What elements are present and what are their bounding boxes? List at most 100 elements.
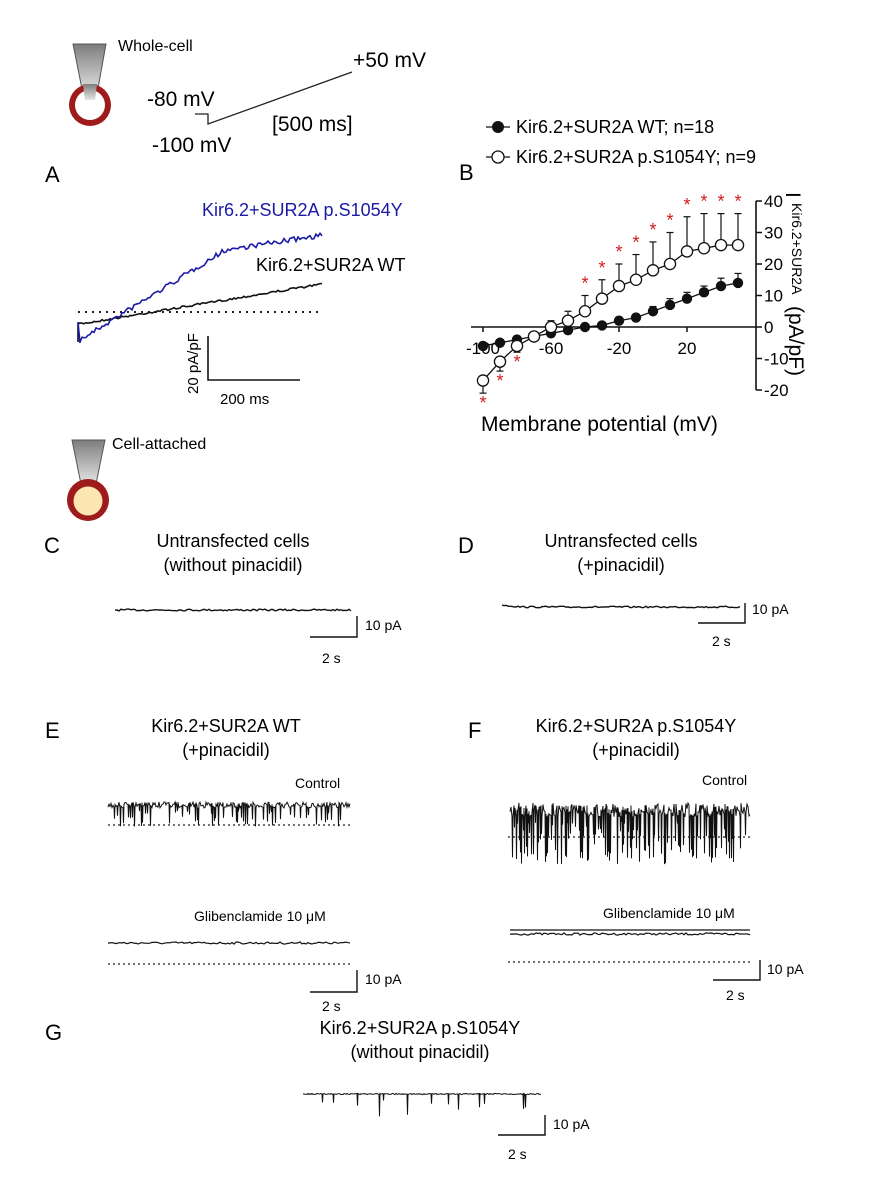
panel-f-scale-x: 2 s	[726, 987, 745, 1003]
significance-star: *	[598, 258, 605, 278]
protocol-v-hold: -80 mV	[147, 88, 215, 111]
panel-c-title: Untransfected cells	[156, 531, 309, 551]
y-tick-label: -20	[764, 381, 789, 400]
panel-g-scale-y: 10 pA	[553, 1116, 590, 1132]
data-point-wt	[596, 320, 608, 331]
y-tick-label: 40	[764, 192, 783, 211]
legend-marker-mut	[491, 150, 505, 164]
panel-c-letter: C	[44, 533, 60, 558]
series-line-wt	[482, 282, 739, 347]
whole-cell-icon	[69, 43, 111, 126]
panel-c-subtitle: (without pinacidil)	[163, 555, 302, 575]
data-point-mut	[544, 320, 558, 334]
panel-e-drug: Glibenclamide 10 μM	[194, 908, 326, 924]
data-point-mut	[476, 374, 490, 387]
panel-g-title: Kir6.2+SUR2A p.S1054Y	[320, 1018, 521, 1038]
significance-star: *	[700, 192, 707, 212]
panel-b-letter: B	[459, 160, 474, 185]
data-point-mut	[561, 314, 575, 327]
panel-a-scale-bar	[207, 336, 300, 381]
panel-f-scale-bar	[713, 960, 761, 981]
data-point-mut	[493, 355, 507, 368]
panel-c-trace	[114, 608, 352, 612]
panel-d-subtitle: (+pinacidil)	[577, 555, 665, 575]
x-tick-label: -20	[607, 339, 632, 358]
significance-star: *	[734, 192, 741, 212]
panel-g-scale-x: 2 s	[508, 1146, 527, 1162]
panel-d-scale-x: 2 s	[712, 633, 731, 649]
data-point-mut	[578, 304, 592, 318]
panel-g-trace	[302, 1092, 542, 1117]
x-tick-label: 20	[678, 339, 697, 358]
chart-x-label: Membrane potential (mV)	[481, 413, 718, 436]
panel-g-scale-bar	[498, 1115, 546, 1136]
panel-a-scale-y: 20 pA/pF	[185, 333, 202, 394]
legend-label-mut: Kir6.2+SUR2A p.S1054Y; n=9	[516, 147, 756, 167]
panel-f-scale-y: 10 pA	[767, 961, 804, 977]
panel-d-letter: D	[458, 533, 474, 558]
y-tick-label: 30	[764, 224, 783, 243]
data-point-mut	[714, 238, 728, 252]
panel-e-subtitle: (+pinacidil)	[182, 740, 270, 760]
panel-a-label-mut: Kir6.2+SUR2A p.S1054Y	[202, 200, 403, 220]
legend-marker-wt	[492, 121, 504, 133]
panel-c-scale-x: 2 s	[322, 650, 341, 666]
data-point-wt	[562, 324, 574, 336]
panel-e-scale-bar	[310, 970, 358, 993]
panel-c-scale-bar	[310, 616, 358, 638]
whole-cell-label: Whole-cell	[118, 38, 193, 55]
significance-star: *	[632, 233, 639, 253]
y-tick-label: -10	[764, 350, 789, 369]
protocol-v-step: -100 mV	[152, 134, 231, 157]
panel-e-drug-trace	[107, 941, 351, 945]
chart-y-label-sub: Kir6.2+SUR2A	[789, 203, 805, 295]
series-line-mut	[482, 244, 738, 382]
significance-star: *	[513, 352, 520, 372]
data-point-wt	[630, 312, 642, 323]
significance-star: *	[649, 220, 656, 240]
data-point-mut	[527, 330, 541, 343]
data-point-mut	[510, 339, 524, 353]
significance-star: *	[666, 211, 673, 231]
cell-attached-label: Cell-attached	[112, 436, 206, 453]
x-tick-label: -60	[539, 339, 564, 358]
panel-e-control: Control	[295, 775, 340, 791]
y-tick-label: 0	[764, 318, 773, 337]
panel-f-drug-trace	[509, 932, 751, 936]
data-point-mut	[680, 245, 694, 258]
data-point-mut	[697, 241, 711, 255]
data-point-mut	[663, 257, 677, 271]
legend-label-wt: Kir6.2+SUR2A WT; n=18	[516, 117, 714, 137]
y-tick-label: 20	[764, 255, 783, 274]
panel-d-scale-bar	[698, 603, 746, 624]
data-point-mut	[612, 279, 626, 293]
significance-star: *	[683, 195, 690, 215]
data-point-wt	[715, 280, 727, 292]
panel-e-letter: E	[45, 718, 60, 743]
panel-d-scale-y: 10 pA	[752, 601, 789, 617]
panel-a-label-wt: Kir6.2+SUR2A WT	[256, 255, 406, 275]
y-tick-label: 10	[764, 287, 783, 306]
panel-e-scale-x: 2 s	[322, 998, 341, 1014]
significance-star: *	[479, 393, 486, 413]
chart-legend: Kir6.2+SUR2A WT; n=18 Kir6.2+SUR2A p.S10…	[486, 117, 756, 167]
panel-f-drug: Glibenclamide 10 μM	[603, 905, 735, 921]
data-point-mut	[646, 264, 660, 277]
data-point-mut	[731, 238, 745, 252]
chart-y-label-units: (pA/pF)	[784, 306, 807, 376]
panel-g-subtitle: (without pinacidil)	[350, 1042, 489, 1062]
panel-f-subtitle: (+pinacidil)	[592, 740, 680, 760]
data-point-wt	[647, 306, 659, 317]
panel-a-scale-x: 200 ms	[220, 391, 269, 408]
panel-d-title: Untransfected cells	[544, 531, 697, 551]
data-point-wt	[698, 287, 710, 298]
panel-a-trace-wt	[77, 282, 323, 342]
data-point-wt	[477, 340, 489, 352]
data-point-wt	[681, 293, 693, 304]
significance-star: *	[615, 242, 622, 262]
panel-a-letter: A	[45, 162, 60, 187]
cell-attached-icon	[67, 439, 109, 521]
protocol-duration: [500 ms]	[272, 113, 353, 136]
panel-c-scale-y: 10 pA	[365, 617, 402, 633]
